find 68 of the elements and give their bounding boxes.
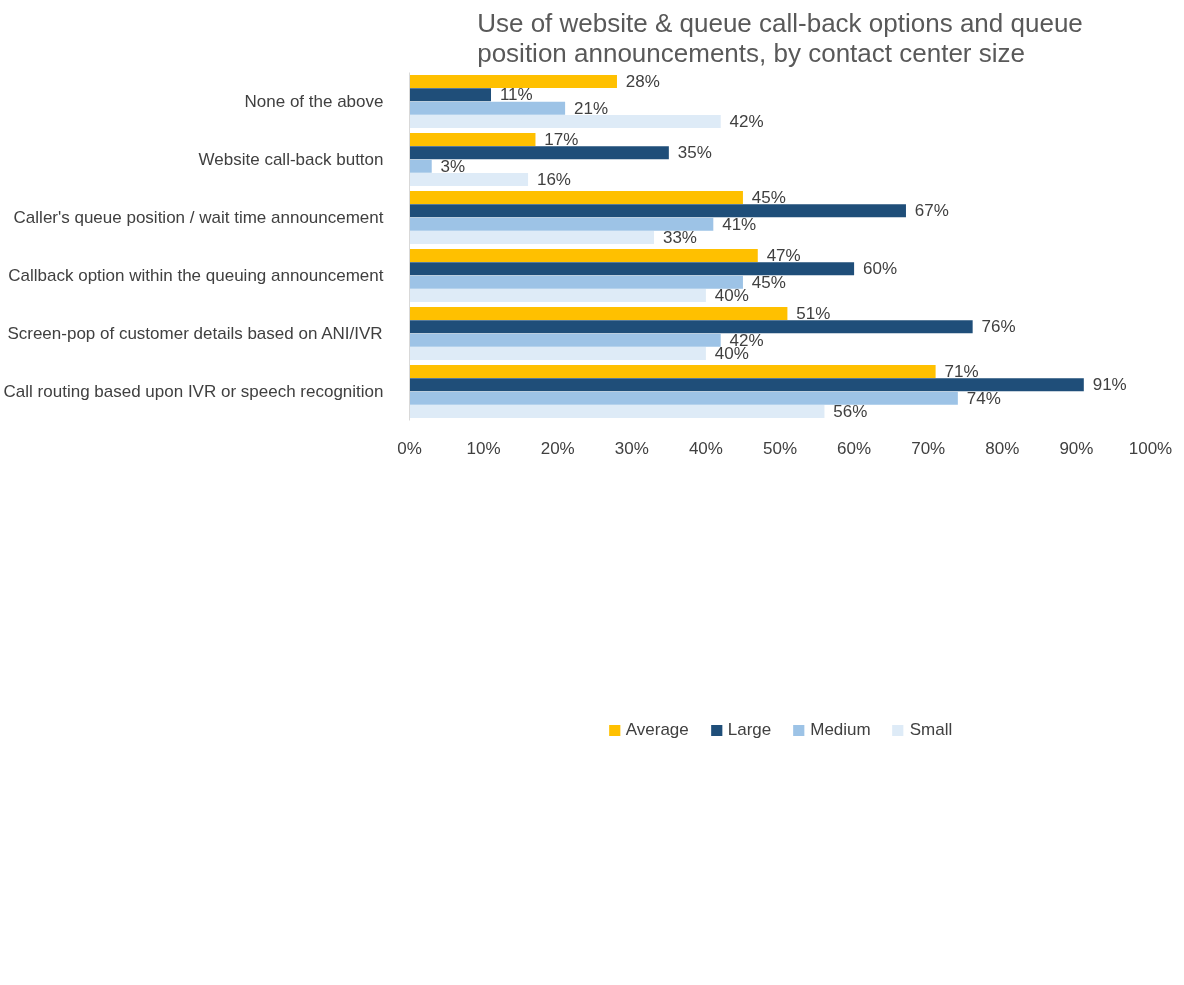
bar <box>409 146 669 160</box>
data-label: 60% <box>862 259 898 279</box>
y-tick-label: Callback option within the queuing announcement <box>8 266 384 285</box>
y-tick-label: None of the above <box>244 92 384 111</box>
bar <box>409 88 492 102</box>
data-label: 28% <box>625 71 660 91</box>
legend-label: Average <box>625 720 689 740</box>
x-tick-label: 90% <box>1059 438 1094 458</box>
bar <box>409 132 536 147</box>
data-label: 45% <box>751 272 786 292</box>
bar <box>409 217 714 231</box>
bar <box>409 262 855 276</box>
bar <box>409 190 743 205</box>
bar <box>409 275 743 289</box>
bar <box>409 306 788 321</box>
bar <box>409 404 825 419</box>
bar <box>409 230 655 245</box>
data-label: 21% <box>574 98 609 118</box>
bar <box>409 248 758 263</box>
data-label: 74% <box>966 388 1001 408</box>
y-tick-label: Website call-back button <box>198 150 384 169</box>
data-label: 35% <box>677 143 712 163</box>
bar <box>409 391 958 405</box>
data-label: 17% <box>544 129 579 149</box>
x-tick-label: 40% <box>688 438 723 458</box>
data-label: 11% <box>499 85 533 105</box>
data-label: 42% <box>729 112 764 132</box>
bar <box>409 172 529 187</box>
y-tick-label: Screen-pop of customer details based on ANI/IVR <box>7 324 383 343</box>
data-label: 40% <box>714 286 749 306</box>
bar <box>409 204 906 218</box>
y-tick-label: Call routing based upon IVR or speech recognition <box>3 382 384 401</box>
x-tick-label: 30% <box>614 438 649 458</box>
data-label: 33% <box>662 228 697 248</box>
data-label: 3% <box>440 156 466 176</box>
legend-label: Large <box>727 720 772 740</box>
x-tick-label: 60% <box>837 438 872 458</box>
bar <box>409 364 936 379</box>
data-label: 67% <box>914 201 949 221</box>
legend-label: Small <box>909 720 953 740</box>
data-label: 47% <box>766 245 801 265</box>
bar <box>409 74 617 89</box>
data-label: 41% <box>722 214 757 234</box>
data-label: 76% <box>981 317 1016 337</box>
bar <box>409 159 432 173</box>
bar <box>409 288 706 303</box>
data-label: 56% <box>833 402 868 422</box>
bar <box>409 101 566 115</box>
x-tick-label: 80% <box>985 438 1020 458</box>
x-tick-label: 10% <box>466 438 501 458</box>
x-tick-label: 100% <box>1128 438 1173 458</box>
bar <box>409 346 706 361</box>
data-label: 45% <box>751 187 786 207</box>
data-label: 16% <box>536 170 571 190</box>
bar <box>409 333 721 347</box>
data-label: 91% <box>1092 375 1127 395</box>
x-tick-label: 0% <box>397 438 422 458</box>
bar <box>409 378 1084 392</box>
bar <box>409 114 721 129</box>
data-label: 71% <box>944 361 979 381</box>
x-tick-label: 50% <box>762 438 798 458</box>
x-tick-label: 20% <box>540 438 575 458</box>
legend-label: Medium <box>810 720 871 740</box>
chart-title: Use of website & queue call-back options and queue position announcements, by contact center size <box>477 7 1083 68</box>
bar <box>409 320 973 334</box>
x-tick-label: 70% <box>911 438 946 458</box>
y-tick-label: Caller's queue position / wait time announcement <box>13 208 384 227</box>
data-label: 51% <box>796 303 831 323</box>
